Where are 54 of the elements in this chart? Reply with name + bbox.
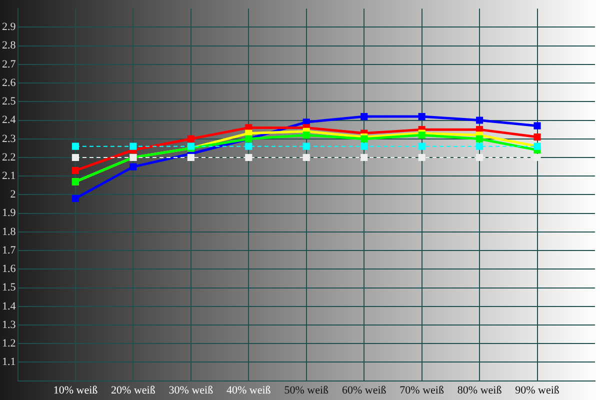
point xyxy=(476,135,484,142)
y-tick-label: 2.3 xyxy=(2,132,16,145)
point xyxy=(72,194,80,202)
point xyxy=(360,154,368,162)
point xyxy=(302,154,310,162)
point xyxy=(360,113,368,120)
x-tick-label: 40% weiß xyxy=(226,384,272,396)
y-tick-label: 2.6 xyxy=(2,76,16,89)
y-tick-label: 1.6 xyxy=(2,263,16,276)
point xyxy=(476,116,484,124)
y-tick-label: 1.3 xyxy=(2,318,16,331)
point xyxy=(360,142,368,150)
x-tick-label: 80% weiß xyxy=(457,384,502,396)
point xyxy=(418,142,426,150)
y-tick-label: 2.2 xyxy=(2,151,16,164)
y-tick-label: 2.8 xyxy=(2,40,16,52)
x-tick-label: 50% weiß xyxy=(284,384,330,396)
point xyxy=(302,142,310,150)
point xyxy=(187,154,194,162)
y-tick-label: 1.5 xyxy=(2,282,16,294)
point xyxy=(130,142,137,150)
y-tick-label: 1.8 xyxy=(2,226,16,238)
point xyxy=(245,154,252,162)
y-tick-label: 1.9 xyxy=(2,207,16,220)
point xyxy=(534,122,541,130)
point xyxy=(418,154,426,162)
point xyxy=(130,163,137,170)
y-tick-label: 1.7 xyxy=(2,244,16,256)
point xyxy=(534,133,541,141)
y-tick-label: 2.9 xyxy=(2,21,16,34)
x-tick-label: 60% weiß xyxy=(342,384,387,396)
y-tick-label: 2.1 xyxy=(2,170,16,182)
x-tick-label: 10% weiß xyxy=(53,384,98,396)
y-tick-label: 2.4 xyxy=(2,114,16,126)
x-tick-label: 20% weiß xyxy=(111,384,156,396)
point xyxy=(187,135,194,142)
x-tick-label: 30% weiß xyxy=(168,384,214,396)
y-tick-label: 1.1 xyxy=(2,356,16,368)
point xyxy=(72,166,80,174)
y-tick-label: 1.4 xyxy=(2,300,16,312)
y-tick-label: 2 xyxy=(10,188,16,201)
x-tick-label: 70% weiß xyxy=(400,384,444,396)
point xyxy=(418,113,426,120)
x-tick-label: 90% weiß xyxy=(515,384,560,396)
point xyxy=(245,142,252,150)
point xyxy=(534,154,541,162)
point xyxy=(476,154,484,162)
point xyxy=(72,154,80,162)
y-tick-label: 1.2 xyxy=(2,337,16,350)
point xyxy=(476,142,484,150)
point xyxy=(72,142,80,150)
y-tick-label: 2.5 xyxy=(2,96,16,108)
y-tick-label: 2.7 xyxy=(2,58,16,70)
point xyxy=(302,132,310,139)
